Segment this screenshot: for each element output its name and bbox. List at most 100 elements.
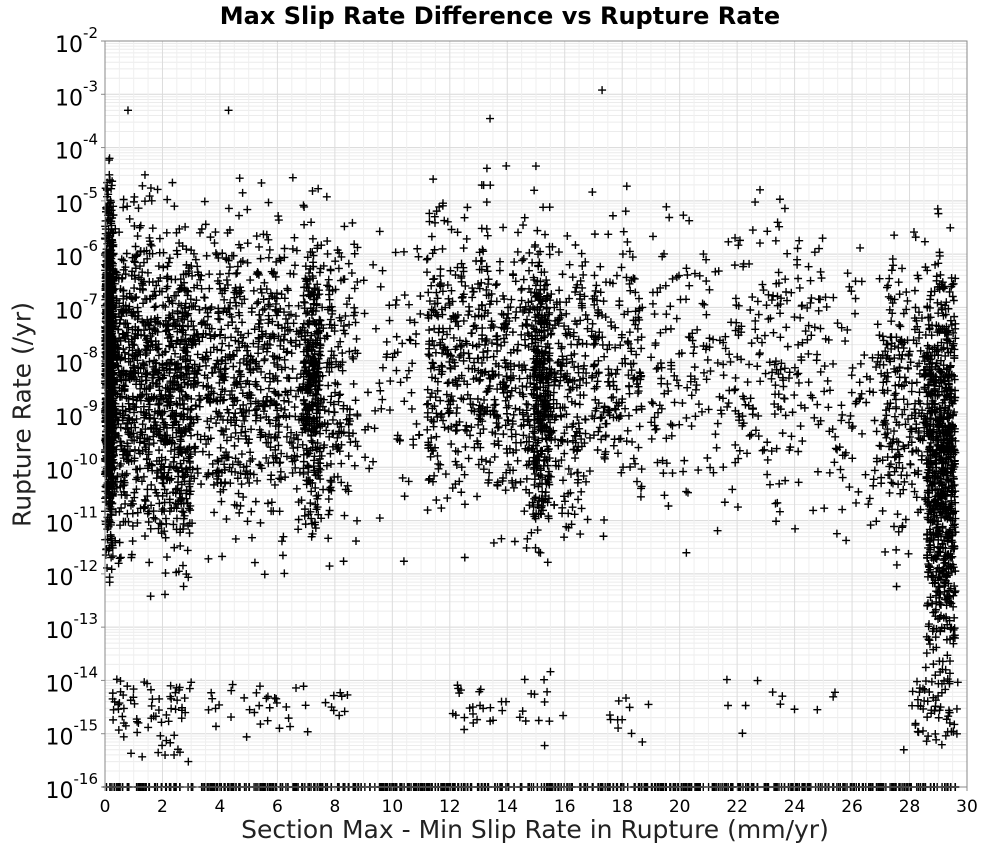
- data-point: [120, 257, 128, 265]
- data-point: [210, 508, 218, 516]
- data-point: [393, 333, 401, 341]
- data-point: [379, 267, 387, 275]
- data-point: [254, 349, 262, 357]
- data-point: [625, 412, 633, 420]
- data-point: [541, 231, 549, 239]
- data-point: [145, 558, 153, 566]
- data-point: [786, 368, 794, 376]
- data-point: [281, 245, 289, 253]
- data-point: [703, 454, 711, 462]
- data-point: [776, 333, 784, 341]
- data-point: [649, 400, 657, 408]
- data-point: [325, 495, 333, 503]
- data-point: [173, 514, 181, 522]
- data-point: [480, 396, 488, 404]
- data-point: [623, 238, 631, 246]
- data-point: [766, 481, 774, 489]
- data-point: [614, 449, 622, 457]
- data-point: [206, 233, 214, 241]
- data-point: [507, 296, 515, 304]
- data-point: [431, 246, 439, 254]
- data-point: [264, 319, 272, 327]
- data-point: [266, 246, 274, 254]
- data-point: [155, 446, 163, 454]
- data-point: [361, 453, 369, 461]
- data-point: [657, 375, 665, 383]
- data-point: [163, 553, 171, 561]
- data-point: [309, 235, 317, 243]
- data-point: [326, 485, 334, 493]
- data-point: [350, 304, 358, 312]
- data-point: [575, 369, 583, 377]
- data-point: [338, 349, 346, 357]
- data-point: [341, 312, 349, 320]
- data-point: [503, 404, 511, 412]
- data-point: [690, 343, 698, 351]
- data-point: [152, 302, 160, 310]
- data-point: [711, 430, 719, 438]
- data-point: [326, 507, 334, 515]
- data-point: [326, 562, 334, 570]
- data-point: [205, 270, 213, 278]
- data-point: [352, 437, 360, 445]
- data-point: [293, 374, 301, 382]
- data-point: [685, 217, 693, 225]
- data-point: [469, 341, 477, 349]
- data-point: [293, 485, 301, 493]
- data-point: [815, 307, 823, 315]
- data-point: [571, 454, 579, 462]
- data-point: [398, 339, 406, 347]
- data-point: [517, 331, 525, 339]
- data-point: [425, 218, 433, 226]
- data-point: [459, 395, 467, 403]
- data-point: [202, 304, 210, 312]
- data-point: [653, 459, 661, 467]
- data-point: [662, 310, 670, 318]
- data-point: [691, 363, 699, 371]
- data-point: [461, 214, 469, 222]
- data-point: [658, 364, 666, 372]
- data-point: [288, 439, 296, 447]
- data-point: [349, 355, 357, 363]
- data-point: [571, 241, 579, 249]
- data-point: [401, 492, 409, 500]
- data-point: [424, 409, 432, 417]
- data-point: [660, 491, 668, 499]
- data-point: [541, 282, 549, 290]
- data-point: [331, 408, 339, 416]
- data-point: [685, 282, 693, 290]
- data-point: [628, 438, 636, 446]
- data-point: [514, 457, 522, 465]
- data-point: [763, 438, 771, 446]
- data-point: [327, 267, 335, 275]
- data-point: [705, 286, 713, 294]
- data-point: [638, 465, 646, 473]
- data-point: [117, 504, 125, 512]
- data-point: [625, 390, 633, 398]
- data-point: [440, 217, 448, 225]
- data-point: [432, 496, 440, 504]
- data-point: [649, 232, 657, 240]
- data-point: [493, 280, 501, 288]
- data-point: [353, 335, 361, 343]
- data-point: [590, 361, 598, 369]
- data-point: [132, 243, 140, 251]
- data-point: [663, 380, 671, 388]
- data-point: [531, 243, 539, 251]
- data-point: [683, 271, 691, 279]
- data-point: [517, 439, 525, 447]
- data-point: [261, 570, 269, 578]
- data-point: [649, 300, 657, 308]
- data-point: [235, 490, 243, 498]
- data-point: [413, 420, 421, 428]
- data-point: [523, 383, 531, 391]
- data-point: [327, 316, 335, 324]
- data-point: [238, 480, 246, 488]
- data-point: [482, 457, 490, 465]
- data-point: [196, 229, 204, 237]
- data-point: [468, 329, 476, 337]
- data-point: [424, 255, 432, 263]
- data-point: [592, 287, 600, 295]
- data-point: [184, 546, 192, 554]
- data-point: [180, 582, 188, 590]
